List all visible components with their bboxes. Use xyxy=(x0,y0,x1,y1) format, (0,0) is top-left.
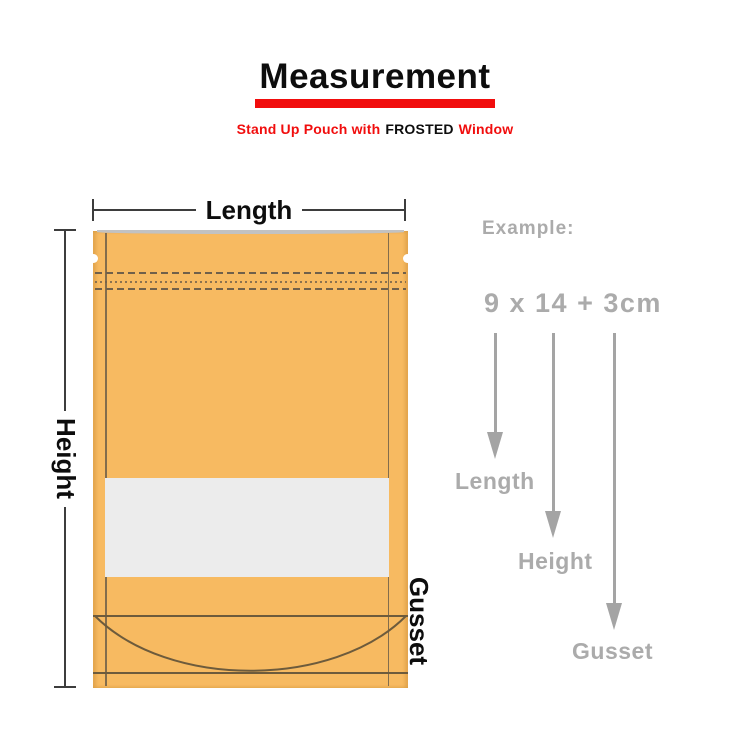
arrow-head-icon xyxy=(545,511,561,538)
example-arrow-length xyxy=(487,333,503,459)
pouch-left-seam xyxy=(105,233,107,686)
zipper-dashed-line-bottom xyxy=(95,288,406,291)
length-label: Length xyxy=(205,195,293,225)
zipper-dotted-line xyxy=(95,281,406,283)
example-arrow-height xyxy=(545,333,561,538)
length-dimension-line: Length xyxy=(92,195,406,225)
arrow-head-icon xyxy=(487,432,503,459)
pouch-illustration xyxy=(89,230,412,688)
gusset-curve xyxy=(94,615,407,672)
arrow-shaft xyxy=(493,333,497,432)
length-line-left xyxy=(94,209,196,211)
arrow-shaft xyxy=(612,333,616,603)
subtitle: Stand Up Pouch with FROSTED Window xyxy=(0,121,750,137)
subtitle-part-1: Stand Up Pouch with xyxy=(236,121,381,137)
example-label-height: Height xyxy=(518,548,593,574)
gusset-label: Gusset xyxy=(404,576,435,666)
height-tick-bottom xyxy=(54,686,76,688)
tear-notch-left xyxy=(89,254,98,263)
gusset-bottom-seal-line xyxy=(93,672,408,674)
length-tick-right xyxy=(404,199,406,221)
height-label: Height xyxy=(50,418,81,499)
frosted-window xyxy=(105,478,389,577)
height-dimension-line: Height xyxy=(51,229,81,688)
subtitle-part-3: Window xyxy=(458,121,514,137)
gusset-fold-line xyxy=(93,615,408,617)
title-underline-bar xyxy=(255,99,495,108)
height-tick-top xyxy=(54,229,76,231)
pouch-right-seam xyxy=(387,233,389,686)
example-dimensions-text: 9 x 14 + 3cm xyxy=(484,288,662,318)
pouch-top-seal xyxy=(97,230,404,234)
page-title: Measurement xyxy=(259,57,491,96)
length-tick-left xyxy=(92,199,94,221)
arrow-shaft xyxy=(551,333,555,511)
zipper-dashed-line-top xyxy=(95,272,406,275)
height-line-top xyxy=(64,231,66,411)
length-line-right xyxy=(302,209,404,211)
height-line-bottom xyxy=(64,506,66,686)
tear-notch-right xyxy=(403,254,412,263)
subtitle-part-frosted: FROSTED xyxy=(385,121,454,137)
example-label-length: Length xyxy=(455,468,535,494)
example-heading: Example: xyxy=(482,218,575,239)
example-arrow-gusset xyxy=(606,333,622,630)
example-label-gusset: Gusset xyxy=(572,638,653,664)
arrow-head-icon xyxy=(606,603,622,630)
